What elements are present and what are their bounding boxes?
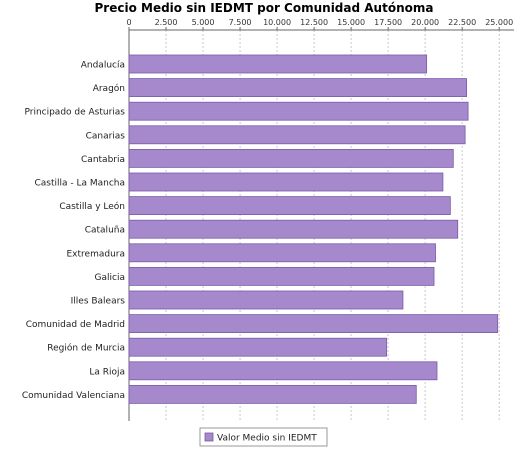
bar bbox=[128, 101, 469, 121]
category-label: La Rioja bbox=[89, 367, 125, 377]
bar bbox=[128, 337, 388, 357]
bar bbox=[128, 148, 454, 168]
legend-swatch bbox=[204, 432, 214, 442]
bar bbox=[128, 172, 444, 192]
category-label: Galicia bbox=[95, 273, 125, 283]
category-label: Principado de Asturias bbox=[24, 108, 125, 118]
bar bbox=[128, 125, 466, 145]
category-label: Comunidad Valenciana bbox=[22, 391, 125, 401]
x-axis: 0 2.500 5.000 7.500 10.000 12.500 15.000 17.500… bbox=[126, 18, 514, 421]
tick-label: 5.000 bbox=[192, 18, 215, 27]
bar bbox=[128, 384, 417, 404]
category-label: Aragón bbox=[93, 83, 125, 94]
legend-label: Valor Medio sin IEDMT bbox=[217, 434, 317, 444]
tick-label: 2.500 bbox=[155, 18, 178, 27]
bar bbox=[128, 361, 438, 381]
bar bbox=[128, 78, 468, 97]
category-label: Castilla - La Mancha bbox=[34, 179, 125, 189]
legend-box bbox=[199, 427, 328, 447]
category-label: Comunidad de Madrid bbox=[26, 320, 125, 330]
tick-label: 20.000 bbox=[411, 18, 439, 27]
category-label: Castilla y León bbox=[59, 201, 125, 212]
tick-label: 7.500 bbox=[229, 18, 252, 27]
category-label: Extremadura bbox=[67, 249, 126, 259]
bar bbox=[128, 243, 436, 263]
tick-label: 0 bbox=[126, 18, 131, 27]
category-label: Cantabria bbox=[81, 155, 125, 165]
category-label: Illes Balears bbox=[71, 297, 126, 307]
tick-label: 22.500 bbox=[448, 18, 476, 27]
category-label: Región de Murcia bbox=[47, 343, 125, 354]
bars bbox=[128, 54, 499, 404]
category-label: Canarias bbox=[86, 131, 126, 141]
bar bbox=[128, 290, 404, 310]
tick-label: 12.500 bbox=[300, 18, 328, 27]
category-label: Cataluña bbox=[85, 226, 125, 236]
category-labels: Andalucía Aragón Principado de Asturias Can… bbox=[22, 61, 125, 401]
tick-label: 25.000 bbox=[485, 18, 513, 27]
bar bbox=[128, 314, 499, 334]
bar bbox=[128, 266, 435, 286]
legend: Valor Medio sin IEDMT bbox=[199, 427, 328, 447]
tick-label: 17.500 bbox=[374, 18, 402, 27]
category-label: Andalucía bbox=[81, 61, 125, 71]
bar bbox=[128, 196, 451, 216]
chart-title: Precio Medio sin IEDMT por Comunidad Aut… bbox=[95, 1, 434, 15]
tick-label: 15.000 bbox=[337, 18, 365, 27]
tick-label: 10.000 bbox=[263, 18, 291, 27]
bar bbox=[128, 54, 428, 74]
bar bbox=[128, 219, 459, 239]
